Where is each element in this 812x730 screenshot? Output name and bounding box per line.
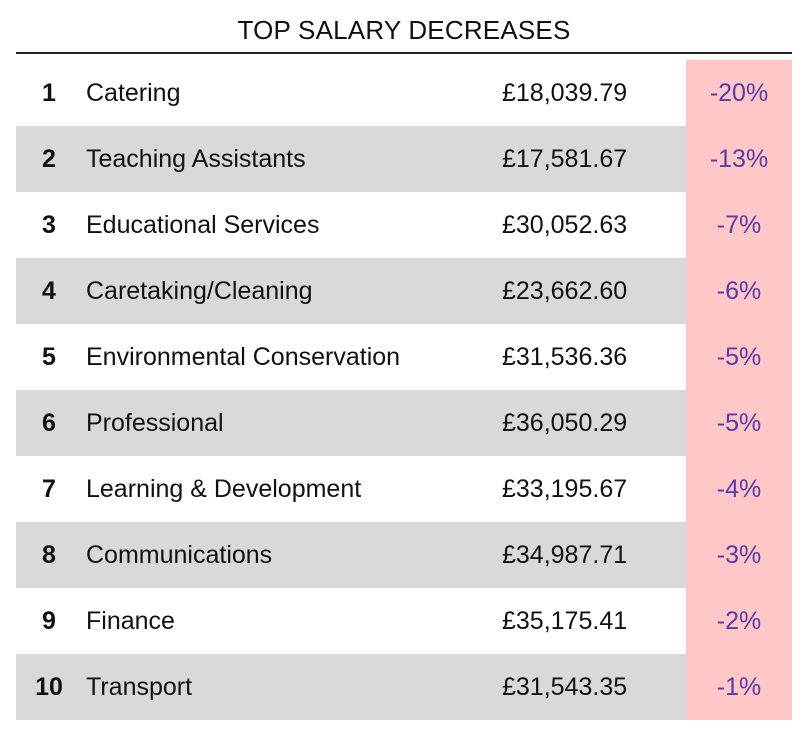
rank-cell: 2 xyxy=(42,145,56,173)
category-cell: Caretaking/Cleaning xyxy=(86,277,313,305)
change-cell: -7% xyxy=(686,192,792,258)
rank-cell: 10 xyxy=(35,673,63,701)
salary-cell: £33,195.67 xyxy=(502,475,628,503)
category-cell: Environmental Conservation xyxy=(86,343,401,371)
change-cell: -6% xyxy=(686,258,792,324)
rank-cell: 9 xyxy=(42,607,56,635)
chart-title: TOP SALARY DECREASES xyxy=(237,15,571,45)
table-row: 2 Teaching Assistants £17,581.67 -13% xyxy=(16,126,792,192)
change-cell: -4% xyxy=(686,456,792,522)
change-cell: -3% xyxy=(686,522,792,588)
rank-cell: 4 xyxy=(42,277,56,305)
salary-cell: £35,175.41 xyxy=(502,607,628,635)
category-cell: Communications xyxy=(86,541,273,569)
salary-table: 1 Catering £18,039.79 -20% 2 Teaching As… xyxy=(16,60,792,720)
salary-cell: £36,050.29 xyxy=(502,409,628,437)
change-cell: -5% xyxy=(686,390,792,456)
title-divider xyxy=(16,52,792,54)
category-cell: Learning & Development xyxy=(86,475,362,503)
category-cell: Catering xyxy=(86,79,181,107)
table-row: 3 Educational Services £30,052.63 -7% xyxy=(16,192,792,258)
change-cell: -2% xyxy=(686,588,792,654)
change-cell: -5% xyxy=(686,324,792,390)
salary-cell: £31,543.35 xyxy=(502,673,628,701)
salary-cell: £23,662.60 xyxy=(502,277,628,305)
table-row: 4 Caretaking/Cleaning £23,662.60 -6% xyxy=(16,258,792,324)
change-cell: -13% xyxy=(686,126,792,192)
salary-cell: £30,052.63 xyxy=(502,211,628,239)
table-row: 1 Catering £18,039.79 -20% xyxy=(16,60,792,126)
category-cell: Teaching Assistants xyxy=(86,145,306,173)
salary-cell: £18,039.79 xyxy=(502,79,628,107)
table-row: 7 Learning & Development £33,195.67 -4% xyxy=(16,456,792,522)
category-cell: Professional xyxy=(86,409,224,437)
table-row: 8 Communications £34,987.71 -3% xyxy=(16,522,792,588)
table-row: 6 Professional £36,050.29 -5% xyxy=(16,390,792,456)
rank-cell: 7 xyxy=(42,475,56,503)
rank-cell: 3 xyxy=(42,211,56,239)
rank-cell: 1 xyxy=(42,79,56,107)
table-row: 5 Environmental Conservation £31,536.36 … xyxy=(16,324,792,390)
category-cell: Transport xyxy=(86,673,193,701)
rank-cell: 8 xyxy=(42,541,56,569)
salary-cell: £31,536.36 xyxy=(502,343,628,371)
table-row: 10 Transport £31,543.35 -1% xyxy=(16,654,792,720)
salary-cell: £17,581.67 xyxy=(502,145,628,173)
rank-cell: 5 xyxy=(42,343,56,371)
salary-cell: £34,987.71 xyxy=(502,541,628,569)
change-cell: -20% xyxy=(686,60,792,126)
category-cell: Educational Services xyxy=(86,211,320,239)
rank-cell: 6 xyxy=(42,409,56,437)
change-cell: -1% xyxy=(686,654,792,720)
category-cell: Finance xyxy=(86,607,175,635)
table-row: 9 Finance £35,175.41 -2% xyxy=(16,588,792,654)
